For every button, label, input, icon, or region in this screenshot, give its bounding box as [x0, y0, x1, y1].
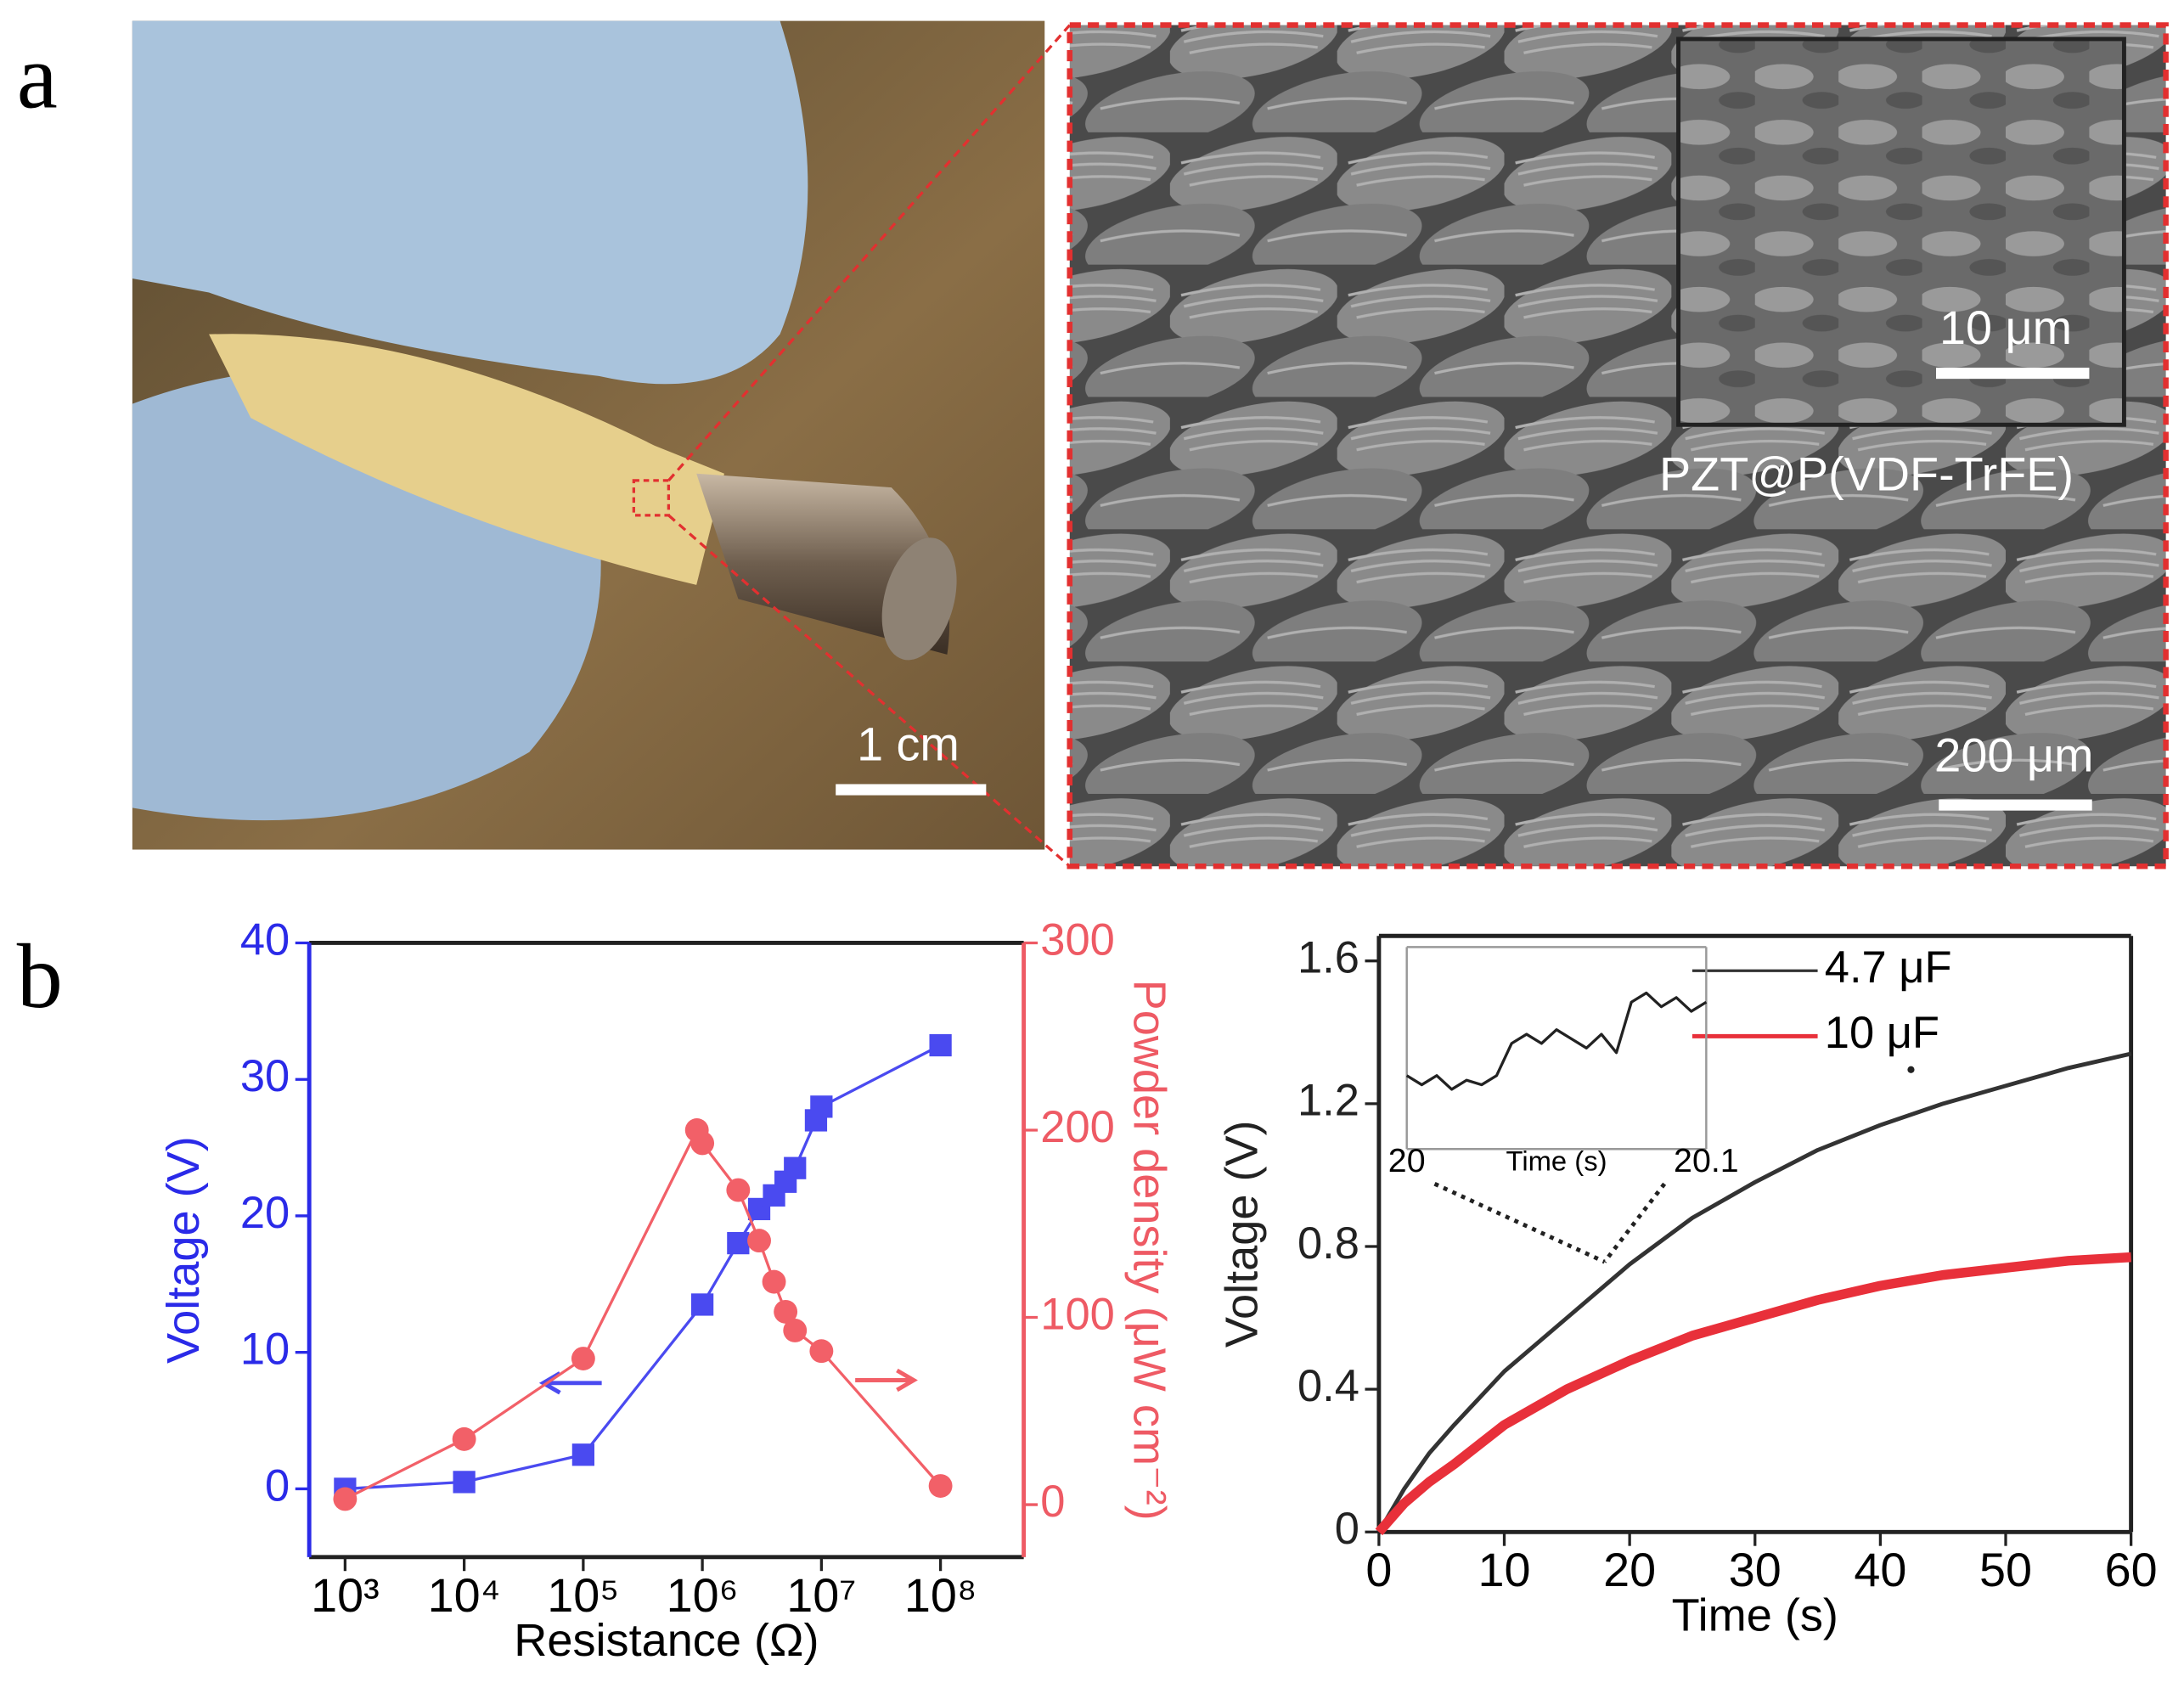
marker: [571, 1347, 595, 1370]
scale-bar-label: 200 μm: [1934, 729, 2093, 782]
y-tick-label: 0: [1335, 1504, 1359, 1554]
x-tick-label: 20: [1603, 1544, 1656, 1596]
y2-tick-label: 200: [1040, 1102, 1115, 1152]
series-line: [1375, 1252, 2131, 1536]
zoom-line: [667, 24, 1071, 481]
scale-bar-label: 10 μm: [1939, 301, 2072, 354]
micrograph-border: [1067, 22, 2169, 869]
series-line: [344, 1128, 942, 1500]
x-tick-label: 10⁷: [786, 1569, 856, 1622]
inset-pointer: [1433, 1181, 1606, 1264]
x-axis-label: Time (s): [1506, 1145, 1607, 1176]
scale-bar: [1939, 799, 2092, 811]
micrograph-inset: [1676, 37, 2126, 427]
marker: [726, 1178, 751, 1202]
marker: [774, 1299, 798, 1324]
caption: PZT@P(VDF-TrFE): [1659, 447, 2074, 500]
y2-tick-label: 0: [1040, 1477, 1065, 1527]
x-tick-label: 10³: [311, 1569, 380, 1622]
y-tick-label: 10: [240, 1325, 290, 1375]
marker: [690, 1293, 714, 1316]
x-tick-label: 20: [1388, 1142, 1426, 1179]
glove: [132, 20, 808, 385]
y-tick-label: 20: [240, 1188, 290, 1238]
marker: [333, 1487, 357, 1511]
y-tick-label: 30: [240, 1051, 290, 1101]
dot: [1907, 1066, 1915, 1073]
y2-axis-label: Powder density (μW cm⁻²): [1124, 980, 1175, 1521]
marker: [783, 1319, 808, 1342]
marker: [727, 1231, 750, 1255]
axis-arrow: [855, 1368, 918, 1393]
marker: [571, 1443, 594, 1466]
marker: [810, 1095, 833, 1118]
inset-pointer: [1602, 1182, 1667, 1263]
y-tick-label: 0.8: [1297, 1218, 1359, 1269]
marker: [784, 1156, 807, 1179]
marker: [809, 1339, 834, 1364]
y-tick-label: 0: [265, 1460, 290, 1511]
scale-bar: [836, 784, 987, 796]
y-tick-label: 1.2: [1297, 1076, 1359, 1126]
x-axis-label: Resistance (Ω): [514, 1615, 819, 1666]
x-tick-label: 0: [1365, 1544, 1392, 1596]
series-line: [1376, 1051, 2132, 1533]
x-tick-label: 10⁴: [428, 1569, 501, 1622]
marker: [929, 1033, 952, 1057]
annotations: [538, 1066, 1915, 1395]
legend-label: 4.7 μF: [1825, 942, 1952, 993]
y2-tick-label: 300: [1040, 914, 1115, 965]
y-axis-label: Voltage (V): [1217, 1120, 1268, 1348]
x-axis-label: Time (s): [1672, 1590, 1838, 1640]
marker: [762, 1269, 786, 1294]
y-axis-label: Voltage (V): [158, 1136, 209, 1364]
y2-tick-label: 100: [1040, 1289, 1115, 1339]
y-tick-label: 1.6: [1297, 933, 1359, 983]
marker: [928, 1474, 953, 1498]
marker: [452, 1426, 476, 1451]
marker: [453, 1471, 476, 1494]
marker: [747, 1229, 771, 1253]
x-tick-label: 10⁸: [904, 1569, 977, 1622]
y-tick-label: 0.4: [1297, 1361, 1359, 1411]
x-tick-label: 60: [2105, 1544, 2158, 1596]
scale-bar: [1936, 368, 2090, 380]
series-line: [1405, 991, 1708, 1091]
series-line: [345, 1044, 942, 1491]
axis-arrow: [538, 1371, 602, 1395]
cylinder-end: [881, 537, 957, 661]
scale-bar-label: 1 cm: [857, 718, 960, 771]
fabric: [209, 334, 724, 585]
zoom-line: [667, 514, 1071, 868]
y-tick-label: 40: [240, 914, 290, 965]
x-tick-label: 20.1: [1674, 1142, 1739, 1179]
x-tick-label: 40: [1854, 1544, 1906, 1596]
x-tick-label: 10⁶: [667, 1569, 739, 1622]
marker: [690, 1131, 715, 1156]
panel-label: a: [17, 27, 58, 128]
panel-a: a 1 cm 10 μm PZT@P(VDF-TrFE) 200 μm: [17, 20, 2169, 869]
legend-label: 10 μF: [1825, 1008, 1939, 1058]
x-tick-label: 10⁵: [547, 1569, 619, 1622]
panel-label: b: [17, 926, 63, 1027]
x-tick-label: 10: [1478, 1544, 1531, 1596]
x-tick-label: 50: [1979, 1544, 2032, 1596]
zoom-box: [632, 479, 670, 517]
x-tick-label: 30: [1729, 1544, 1782, 1596]
